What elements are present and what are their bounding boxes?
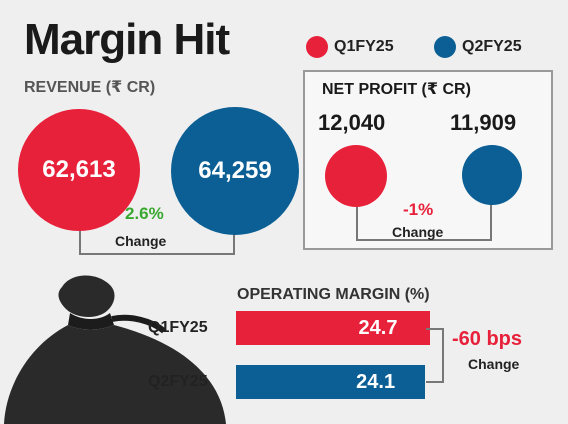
net-profit-q2-value: 11,909 (450, 110, 517, 135)
money-bag-icon (4, 275, 226, 424)
revenue-change-bracket (79, 215, 235, 255)
legend-dot-q2 (434, 36, 456, 58)
legend-dot-q1 (306, 36, 328, 58)
net-profit-change-bracket (356, 195, 492, 241)
revenue-heading: REVENUE (₹ CR) (24, 79, 156, 96)
revenue-q2-bubble: 64,259 (171, 107, 299, 235)
bar-q1: 24.7 (236, 311, 430, 345)
bar-q2: 24.1 (236, 365, 426, 399)
revenue-change-value: 2.6% (125, 204, 164, 223)
bar-track-q2: 24.1 (236, 365, 430, 399)
revenue-q2-value: 64,259 (198, 157, 272, 184)
operating-margin-heading: OPERATING MARGIN (%) (237, 286, 430, 303)
bar-value-q2: 24.1 (356, 370, 396, 393)
revenue-q1-value: 62,613 (42, 156, 116, 183)
bar-label-q2: Q2FY25 (148, 373, 208, 390)
net-profit-q1-bubble (325, 145, 387, 207)
revenue-q1-bubble: 62,613 (18, 109, 140, 231)
net-profit-change-label: Change (392, 224, 444, 240)
legend-label-q2: Q2FY25 (462, 38, 522, 55)
net-profit-heading: NET PROFIT (₹ CR) (322, 81, 471, 98)
net-profit-change-value: -1% (403, 200, 434, 219)
bar-track-q1: 24.7 (236, 311, 430, 345)
net-profit-q1-value: 12,040 (318, 110, 386, 135)
operating-margin-change-label: Change (468, 356, 520, 372)
legend-label-q1: Q1FY25 (334, 38, 394, 55)
operating-margin-change-bracket (426, 328, 444, 383)
page-title: Margin Hit (24, 15, 230, 64)
bar-value-q1: 24.7 (358, 316, 398, 339)
revenue-change-label: Change (115, 233, 167, 249)
operating-margin-change-value: -60 bps (452, 328, 523, 350)
bar-label-q1: Q1FY25 (148, 319, 208, 336)
net-profit-q2-bubble (462, 145, 522, 205)
